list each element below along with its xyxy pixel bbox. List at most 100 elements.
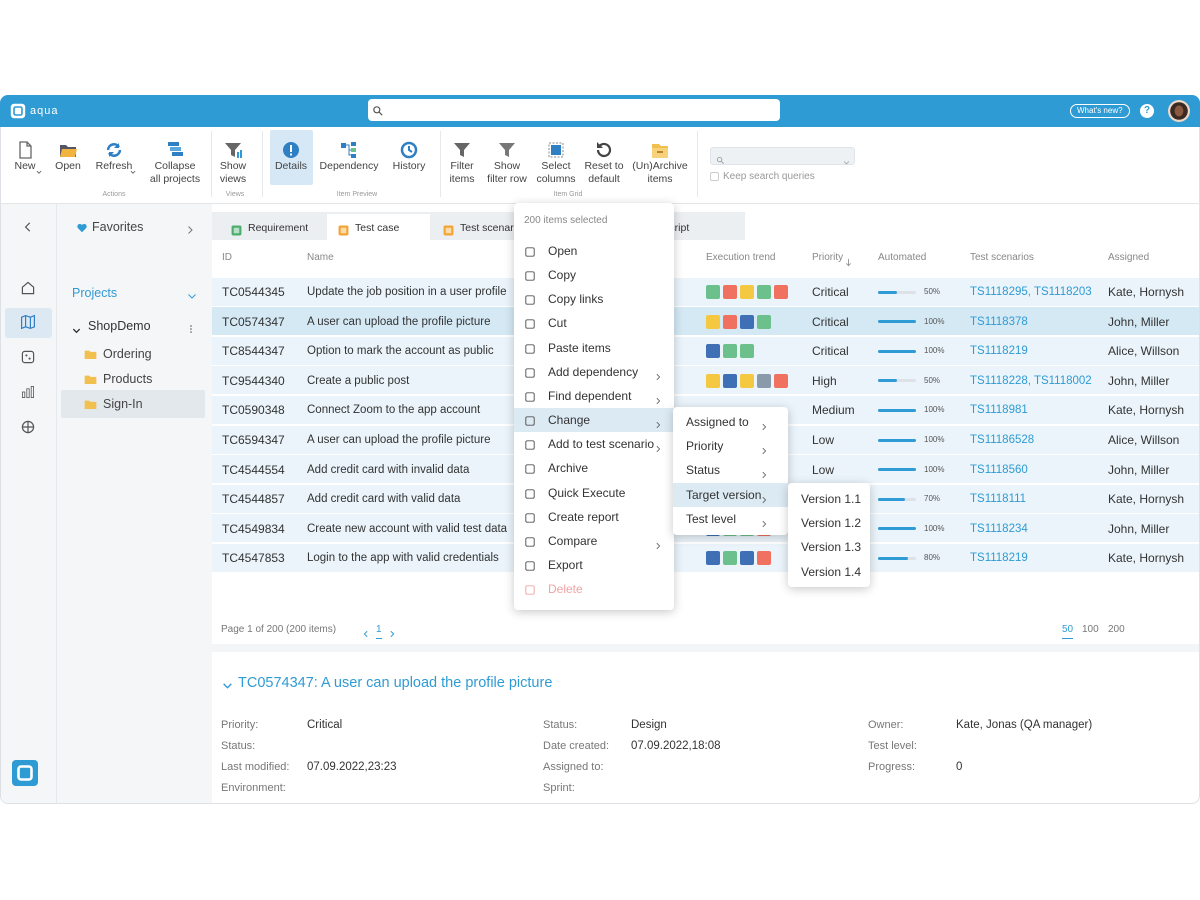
ribbon-button-label[interactable]: Show [493,160,521,172]
cell-test-scenarios[interactable]: TS1118378 [970,315,1028,328]
page-size[interactable]: 50 [1062,622,1074,639]
whats-new-button[interactable]: What's new? [1070,104,1130,118]
column-header[interactable]: Priority [812,252,844,263]
table-row[interactable] [212,336,1199,366]
ribbon-button-icon[interactable] [281,140,301,160]
help-button[interactable]: ? [1140,104,1154,118]
cell-test-scenarios[interactable]: TS1118981 [970,404,1028,417]
page-prev[interactable] [362,625,370,638]
sidebar-icon[interactable] [20,349,36,365]
ribbon-button-label[interactable]: (Un)Archive [632,160,688,172]
ribbon-button-label[interactable]: Details [274,160,308,172]
column-header[interactable]: Automated [878,252,927,263]
page-number[interactable]: 1 [376,622,382,639]
collapse-arrow[interactable] [22,220,34,232]
ribbon-button-icon[interactable] [58,140,78,160]
menu-item[interactable]: Quick Execute [548,485,626,500]
table-row[interactable] [212,307,1199,337]
ribbon-search[interactable] [710,147,855,165]
ribbon-button-label[interactable]: Show [219,160,247,172]
table-row[interactable] [212,366,1199,396]
column-header[interactable]: ID [222,252,232,263]
menu-item[interactable]: Add dependency [548,364,639,379]
cell-test-scenarios[interactable]: TS1118228, TS1118002 [970,374,1092,387]
ribbon-button-icon[interactable] [15,140,35,160]
menu-item[interactable]: Export [548,557,583,572]
projects-label[interactable]: Projects [72,286,118,300]
ribbon-button-label[interactable]: Filter [450,160,474,172]
menu-item[interactable]: Archive [548,461,589,476]
column-header[interactable]: Execution trend [706,252,776,263]
ribbon-button-label[interactable]: default [588,173,620,185]
sidebar-icon[interactable] [20,384,36,400]
cell-test-scenarios[interactable]: TS1118111 [970,493,1027,506]
cell-test-scenarios[interactable]: TS1118295, TS1118203 [970,286,1092,298]
version-item[interactable]: Version 1.3 [801,540,862,555]
cell-test-scenarios[interactable]: TS11186528 [970,434,1035,446]
search-box[interactable] [368,99,780,121]
ribbon-button-icon[interactable] [594,140,614,160]
version-item[interactable]: Version 1.2 [801,516,862,531]
column-header[interactable]: Test scenarios [970,252,1034,263]
ribbon-button-label[interactable]: Reset to [584,160,624,172]
ribbon-button-icon[interactable] [497,140,517,160]
ribbon-button-icon[interactable] [223,140,243,160]
menu-item[interactable]: Open [548,244,578,258]
folder-label[interactable]: Ordering [103,347,152,361]
ribbon-button-icon[interactable] [399,140,419,160]
ribbon-button-label[interactable]: History [392,160,426,172]
menu-item[interactable]: Cut [548,316,567,331]
page-size[interactable]: 200 [1108,624,1125,635]
sidebar-icon[interactable] [20,314,36,330]
sidebar-icon[interactable] [20,280,36,296]
ribbon-button-label[interactable]: Open [55,160,81,172]
cell-test-scenarios[interactable]: TS1118219 [970,552,1028,565]
page-next[interactable] [388,625,396,638]
submenu-item[interactable]: Assigned to [686,415,749,429]
ribbon-button-label[interactable]: views [219,173,247,185]
ribbon-button-label[interactable]: all projects [149,173,201,185]
column-header[interactable]: Name [307,252,334,263]
favorites-label[interactable]: Favorites [92,220,144,234]
ribbon-button-label[interactable]: Select [541,160,571,172]
table-row[interactable] [212,277,1199,307]
folder-label[interactable]: Products [103,372,153,386]
submenu-item[interactable]: Status [686,463,721,478]
cell-test-scenarios[interactable]: TS1118234 [970,522,1028,535]
folder-label[interactable]: Sign-In [103,397,143,411]
menu-item[interactable]: Create report [548,509,619,524]
project-name[interactable]: ShopDemo [88,319,151,333]
ribbon-button-label[interactable]: Collapse [154,160,196,172]
keep-search-checkbox[interactable] [710,172,719,181]
ribbon-button-icon[interactable] [546,140,566,160]
menu-item[interactable]: Copy [548,268,577,283]
menu-item[interactable]: Find dependent [548,388,632,403]
cell-test-scenarios[interactable]: TS1118219 [970,345,1028,358]
version-item[interactable]: Version 1.4 [801,564,862,579]
ribbon-button-icon[interactable] [165,140,185,160]
ribbon-button-label[interactable]: New [14,160,36,172]
tab-label[interactable]: Requirement [248,222,309,234]
table-row[interactable] [212,543,1199,573]
ribbon-button-icon[interactable] [452,140,472,160]
menu-item[interactable]: Copy links [548,292,604,307]
menu-item[interactable]: Change [548,413,591,428]
project-menu[interactable] [186,321,196,333]
cell-test-scenarios[interactable]: TS1118560 [970,463,1028,476]
ribbon-button-label[interactable]: filter row [487,173,527,185]
submenu-item[interactable]: Test level [686,511,737,526]
detail-chevron[interactable] [222,678,233,689]
page-size[interactable]: 100 [1082,624,1099,635]
version-item[interactable]: Version 1.1 [801,492,862,506]
ribbon-button-label[interactable]: Dependency [319,160,379,172]
user-avatar[interactable] [1168,100,1190,122]
menu-item[interactable]: Add to test scenario [548,437,655,452]
sidebar-icon[interactable] [20,419,36,435]
menu-item[interactable]: Paste items [548,340,611,355]
tab-label[interactable]: Test scenario [460,222,522,234]
ribbon-button-label[interactable]: Refresh [95,160,133,172]
ribbon-button-icon[interactable] [339,140,359,160]
tab-label[interactable]: Test case [355,222,400,234]
ribbon-button-icon[interactable] [104,140,124,160]
ribbon-button-label[interactable]: columns [536,173,576,185]
